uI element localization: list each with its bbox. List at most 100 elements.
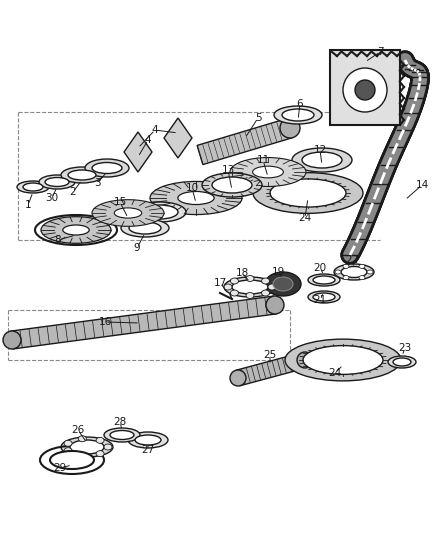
Ellipse shape <box>292 148 352 172</box>
Ellipse shape <box>230 370 246 386</box>
Text: 4: 4 <box>145 135 151 145</box>
Ellipse shape <box>41 217 111 243</box>
Ellipse shape <box>297 352 313 368</box>
Ellipse shape <box>129 222 161 234</box>
Ellipse shape <box>246 293 254 298</box>
Ellipse shape <box>313 293 335 301</box>
Text: 22: 22 <box>346 255 359 265</box>
Ellipse shape <box>110 431 134 440</box>
Text: 23: 23 <box>399 343 412 353</box>
Text: 8: 8 <box>55 235 61 245</box>
Ellipse shape <box>96 450 104 457</box>
Ellipse shape <box>114 208 142 218</box>
Text: 26: 26 <box>71 425 85 435</box>
Ellipse shape <box>23 183 43 191</box>
Text: 16: 16 <box>99 317 112 327</box>
Text: 25: 25 <box>263 350 277 360</box>
Ellipse shape <box>308 291 340 303</box>
Text: 18: 18 <box>235 268 249 278</box>
Polygon shape <box>11 296 276 349</box>
Text: 6: 6 <box>297 99 303 109</box>
Text: 27: 27 <box>141 445 155 455</box>
Text: 11: 11 <box>256 155 270 165</box>
Ellipse shape <box>232 280 268 294</box>
Ellipse shape <box>68 170 96 180</box>
Ellipse shape <box>202 173 262 197</box>
Ellipse shape <box>224 284 232 290</box>
Ellipse shape <box>341 266 367 278</box>
Ellipse shape <box>265 272 301 296</box>
Ellipse shape <box>343 264 349 269</box>
Ellipse shape <box>92 163 122 174</box>
Ellipse shape <box>64 440 72 446</box>
Text: 4: 4 <box>152 125 158 135</box>
Ellipse shape <box>285 339 401 381</box>
Ellipse shape <box>104 428 140 442</box>
Text: 7: 7 <box>377 47 383 57</box>
Ellipse shape <box>302 152 342 168</box>
Ellipse shape <box>261 290 269 296</box>
Text: 29: 29 <box>53 463 67 473</box>
Ellipse shape <box>134 202 186 222</box>
Ellipse shape <box>61 437 113 457</box>
Ellipse shape <box>270 179 346 207</box>
Ellipse shape <box>273 277 293 291</box>
Text: 5: 5 <box>254 113 261 123</box>
Text: 10: 10 <box>185 183 198 193</box>
Text: 14: 14 <box>415 180 429 190</box>
Polygon shape <box>124 132 152 172</box>
Ellipse shape <box>359 276 365 280</box>
Ellipse shape <box>274 106 322 124</box>
Ellipse shape <box>261 278 269 284</box>
Ellipse shape <box>282 109 314 121</box>
Ellipse shape <box>61 167 103 183</box>
Ellipse shape <box>253 166 283 178</box>
Ellipse shape <box>343 68 387 112</box>
Text: 24: 24 <box>328 368 342 378</box>
Ellipse shape <box>280 118 300 138</box>
Text: 17: 17 <box>213 278 226 288</box>
Ellipse shape <box>64 448 72 454</box>
Ellipse shape <box>313 276 335 284</box>
Ellipse shape <box>230 278 238 284</box>
Ellipse shape <box>96 438 104 443</box>
Ellipse shape <box>343 276 349 280</box>
Polygon shape <box>164 118 192 158</box>
Ellipse shape <box>178 191 214 205</box>
Ellipse shape <box>104 444 112 450</box>
Ellipse shape <box>212 177 252 193</box>
Ellipse shape <box>121 219 169 237</box>
Text: 1: 1 <box>25 200 31 210</box>
Ellipse shape <box>224 277 276 297</box>
Ellipse shape <box>63 225 89 235</box>
Ellipse shape <box>246 276 254 281</box>
Ellipse shape <box>78 435 86 442</box>
Ellipse shape <box>367 270 373 274</box>
Text: 2: 2 <box>70 187 76 197</box>
Ellipse shape <box>388 356 416 368</box>
Ellipse shape <box>393 358 411 366</box>
Text: 15: 15 <box>113 197 127 207</box>
Text: 3: 3 <box>94 178 100 188</box>
Ellipse shape <box>359 264 365 269</box>
Ellipse shape <box>135 435 161 445</box>
Ellipse shape <box>355 80 375 100</box>
Text: 19: 19 <box>272 267 285 277</box>
Ellipse shape <box>85 159 129 177</box>
Text: 24: 24 <box>298 213 311 223</box>
Text: 20: 20 <box>314 263 327 273</box>
Ellipse shape <box>303 345 383 374</box>
Polygon shape <box>197 118 293 165</box>
Polygon shape <box>236 352 307 386</box>
Text: 28: 28 <box>113 417 127 427</box>
Ellipse shape <box>230 158 306 187</box>
Text: 12: 12 <box>313 145 327 155</box>
Ellipse shape <box>78 453 86 458</box>
Ellipse shape <box>70 440 104 454</box>
Text: 9: 9 <box>134 243 140 253</box>
Ellipse shape <box>142 205 178 219</box>
Ellipse shape <box>128 432 168 448</box>
Text: 30: 30 <box>46 193 59 203</box>
Ellipse shape <box>230 290 238 296</box>
Ellipse shape <box>45 177 69 187</box>
